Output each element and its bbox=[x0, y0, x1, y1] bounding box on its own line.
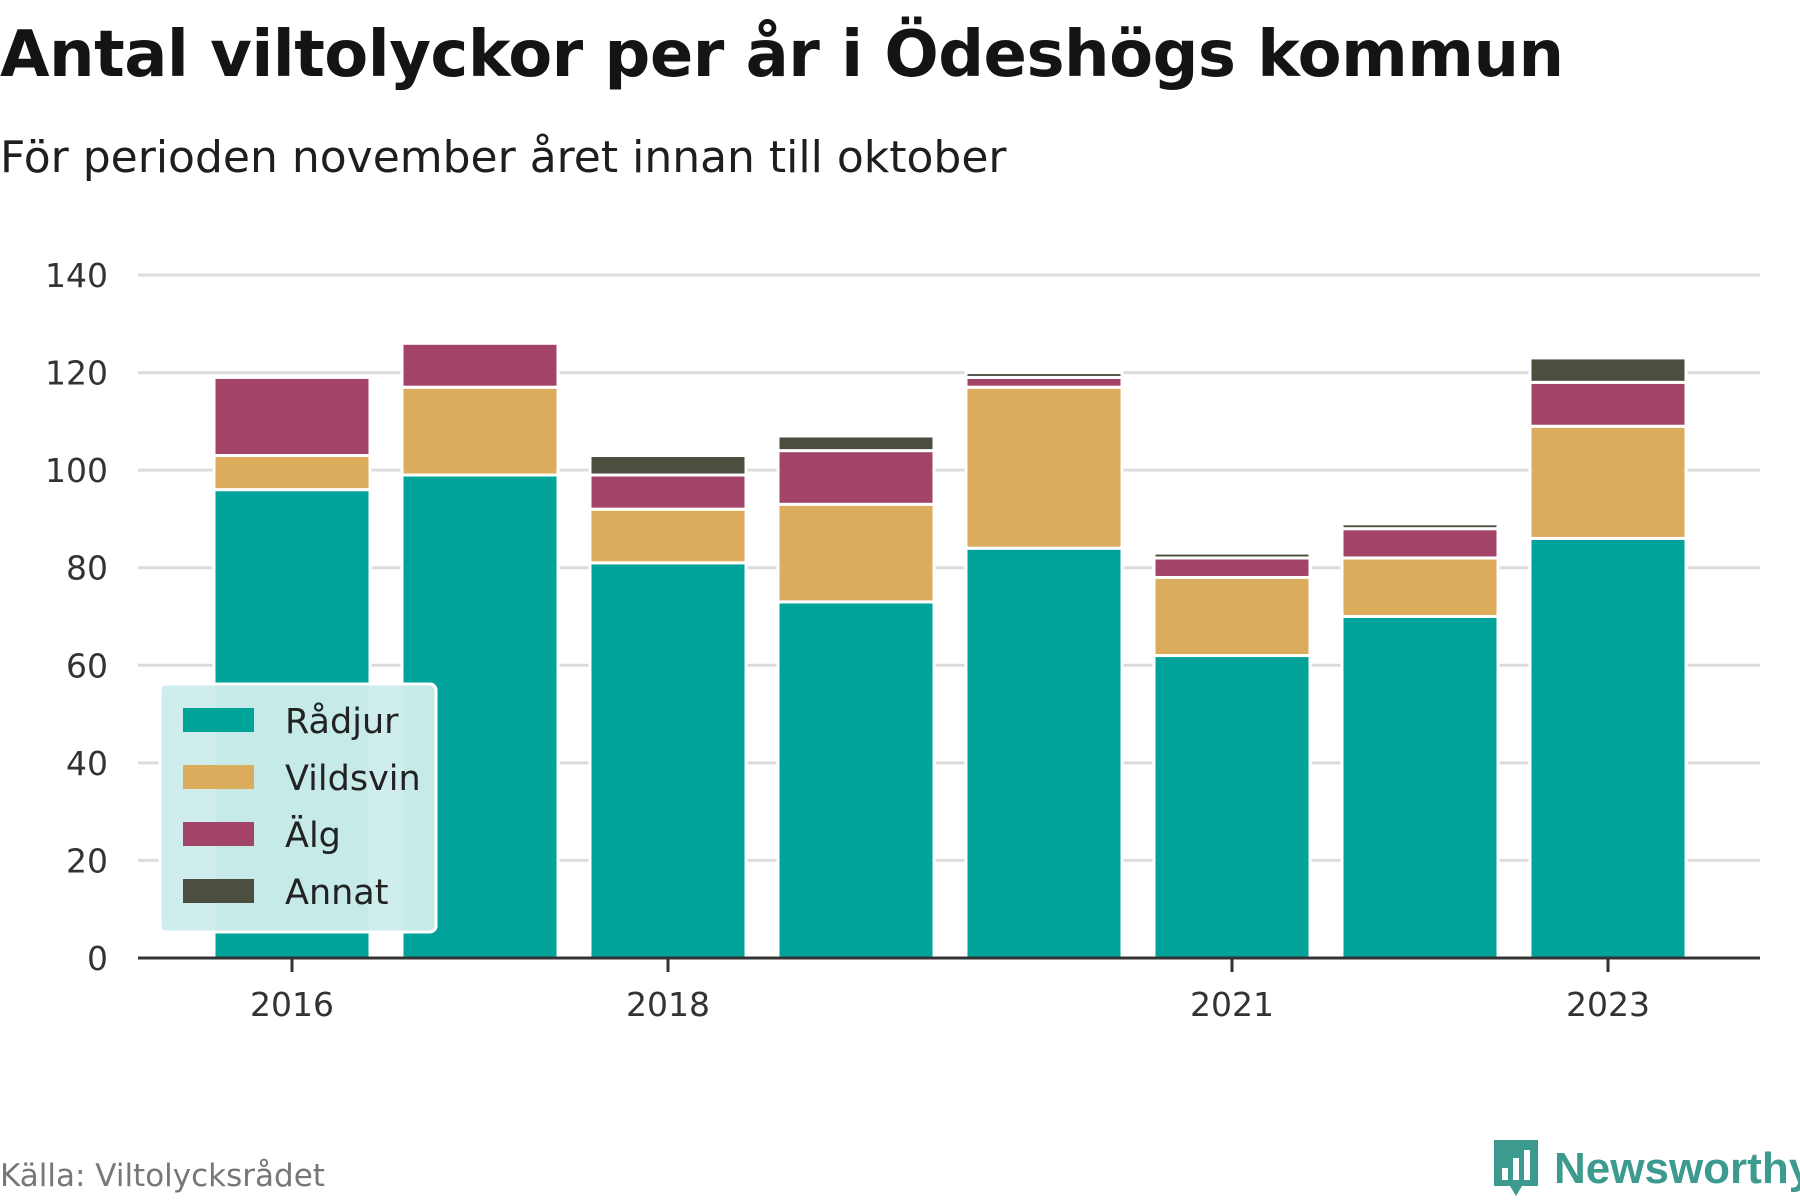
bar-segment bbox=[400, 385, 560, 477]
y-tick-label: 20 bbox=[66, 841, 108, 880]
x-tick-label: 2016 bbox=[250, 985, 334, 1024]
source-note: Källa: Viltolycksrådet bbox=[0, 1158, 325, 1194]
legend-label: Rådjur bbox=[285, 701, 399, 742]
bar-segment bbox=[964, 371, 1124, 379]
bar-segment bbox=[1340, 522, 1500, 531]
bar-segment bbox=[776, 600, 936, 960]
y-tick-label: 120 bbox=[45, 354, 108, 393]
y-tick-label: 80 bbox=[66, 549, 108, 588]
bar-segment bbox=[776, 434, 936, 453]
legend-swatch bbox=[183, 765, 254, 789]
bar-segment bbox=[1528, 380, 1688, 428]
bar-segment bbox=[1340, 615, 1500, 960]
bar-segment bbox=[212, 375, 372, 458]
bar-segment bbox=[212, 454, 372, 492]
bar-segment bbox=[1340, 527, 1500, 560]
bar-segment bbox=[1152, 551, 1312, 560]
chart-subtitle: För perioden november året innan till ok… bbox=[0, 132, 1007, 183]
legend-label: Vildsvin bbox=[285, 759, 421, 799]
bar-segment bbox=[1528, 356, 1688, 384]
legend: Rådjur Vildsvin Älg Annat bbox=[158, 682, 438, 934]
legend-swatch bbox=[183, 822, 254, 846]
y-tick-label: 0 bbox=[87, 939, 108, 978]
bar-segment bbox=[776, 449, 936, 506]
bar-segment bbox=[1340, 556, 1500, 619]
bar-segment bbox=[1152, 556, 1312, 579]
bar-segment bbox=[1528, 424, 1688, 540]
x-tick-label: 2021 bbox=[1190, 985, 1274, 1024]
x-tick-label: 2018 bbox=[626, 985, 710, 1024]
y-tick-label: 60 bbox=[66, 646, 108, 685]
brand-logo: Newsworthy bbox=[1492, 1138, 1800, 1200]
y-tick-label: 100 bbox=[45, 451, 108, 490]
y-tick-label: 40 bbox=[66, 744, 108, 783]
bar-segment bbox=[1528, 536, 1688, 960]
bar-segment bbox=[964, 546, 1124, 960]
bar-segment bbox=[1152, 654, 1312, 960]
bar-segment bbox=[776, 502, 936, 604]
bar-segment bbox=[588, 507, 748, 565]
legend-swatch bbox=[183, 708, 254, 732]
bar-segment bbox=[588, 561, 748, 960]
bar-segment bbox=[588, 454, 748, 477]
legend-label: Älg bbox=[285, 814, 341, 856]
stacked-bar-chart: 2016 2018 2021 2023 0 20 40 60 80 100 120 140 Rådj… bbox=[45, 256, 1760, 1024]
x-tick-label: 2023 bbox=[1566, 985, 1650, 1024]
legend-box bbox=[158, 682, 438, 934]
legend-swatch bbox=[183, 879, 254, 903]
bar-segment bbox=[588, 473, 748, 511]
legend-label: Annat bbox=[285, 873, 388, 913]
x-axis: 2016 2018 2021 2023 bbox=[138, 956, 1760, 1024]
bar-chart-icon bbox=[1494, 1140, 1538, 1196]
y-tick-label: 140 bbox=[45, 256, 108, 295]
y-axis: 0 20 40 60 80 100 120 140 bbox=[45, 256, 108, 978]
bar-segment bbox=[964, 385, 1124, 550]
brand-name: Newsworthy bbox=[1554, 1144, 1800, 1193]
chart-title: Antal viltolyckor per år i Ödeshögs komm… bbox=[0, 18, 1564, 92]
bar-segment bbox=[1152, 575, 1312, 658]
bar-segment bbox=[400, 341, 560, 389]
